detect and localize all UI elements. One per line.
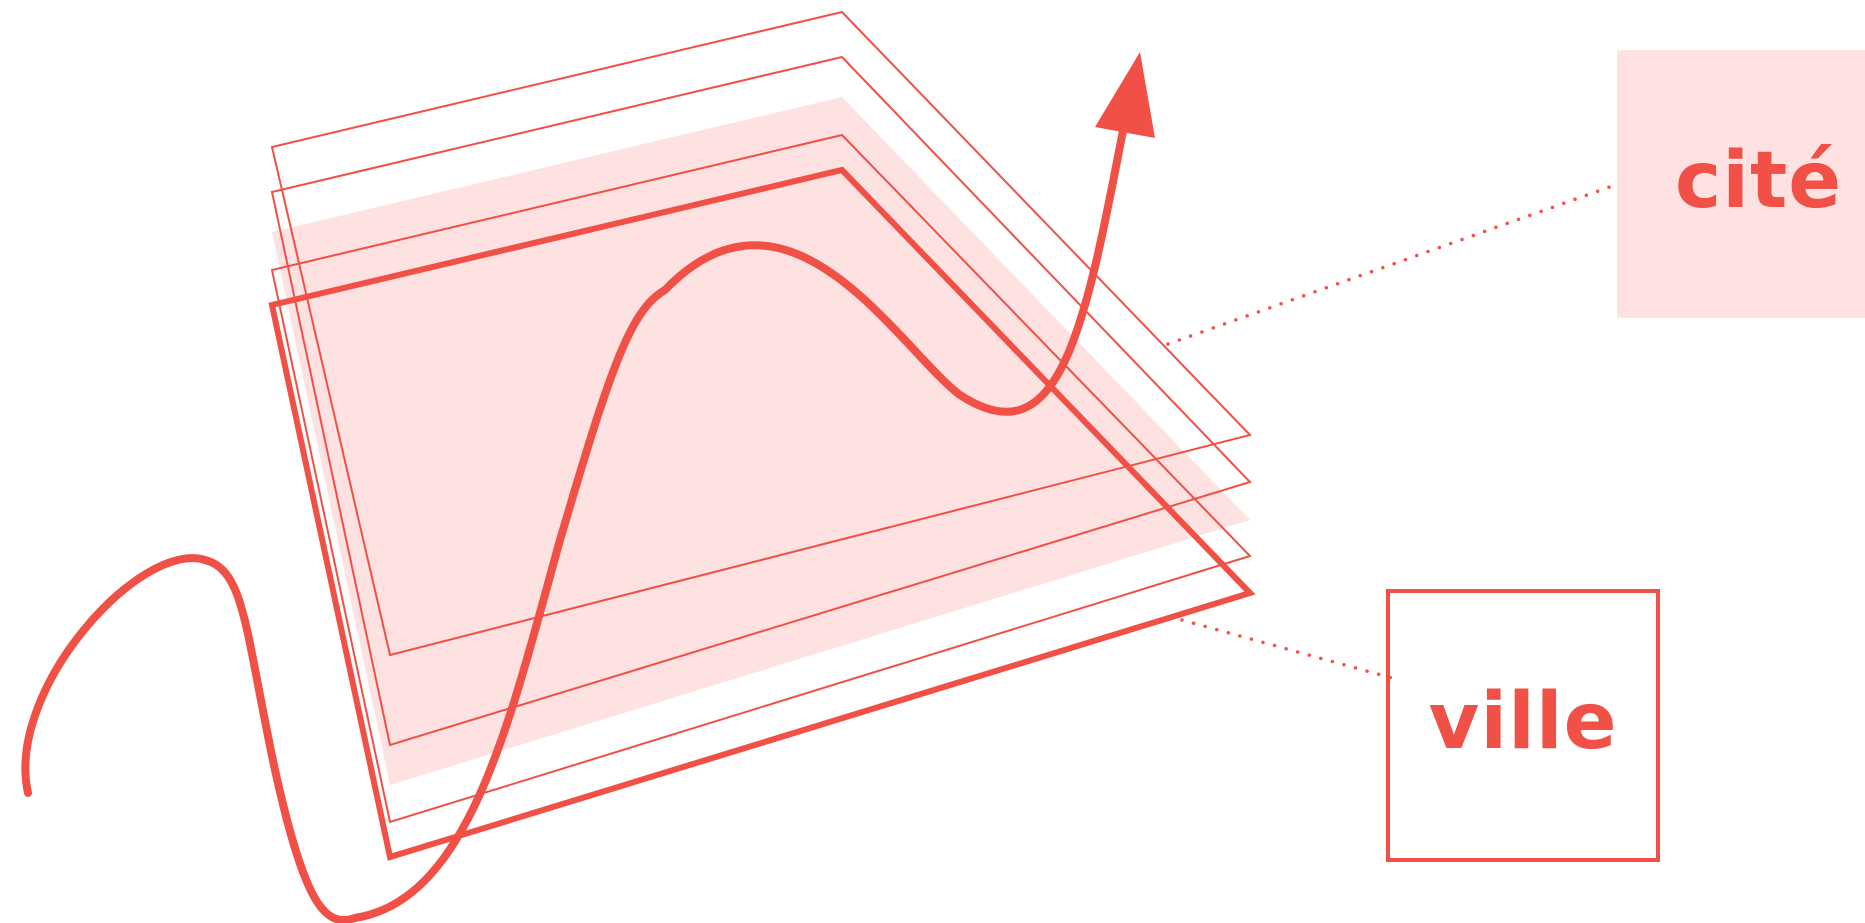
- plane-layer-third: [270, 133, 1252, 824]
- ville-label: ville: [1429, 677, 1618, 767]
- ville-leader-line: [1180, 618, 1394, 680]
- plane-layer-second: [270, 55, 1252, 747]
- plane-layer-top: [270, 10, 1252, 657]
- wavy-arrow-curve: [21, 116, 1129, 923]
- plane-layer-base: [268, 166, 1256, 861]
- shaded-plane: [272, 97, 1250, 785]
- cite-label: cité: [1675, 136, 1842, 226]
- ville-label-box: [1386, 589, 1660, 862]
- arrowhead-icon: [1095, 52, 1155, 138]
- cite-label-box: [1617, 50, 1865, 318]
- cite-leader-line: [1166, 182, 1620, 346]
